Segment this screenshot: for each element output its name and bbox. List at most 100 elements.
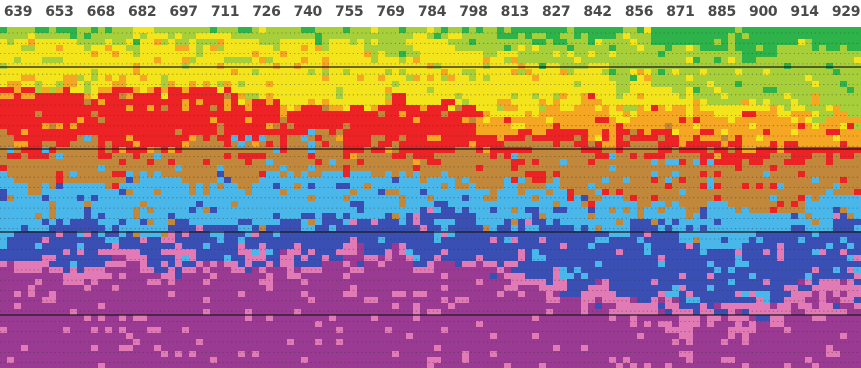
heatmap-cell [763, 189, 771, 196]
heatmap-cell [14, 57, 22, 64]
heatmap-cell [742, 135, 750, 142]
heatmap-cell [721, 207, 729, 214]
heatmap-cell [119, 195, 127, 202]
heatmap-cell [119, 123, 127, 130]
heatmap-cell [469, 57, 477, 64]
heatmap-cell [119, 249, 127, 256]
heatmap-cell [854, 255, 861, 262]
heatmap-cell [714, 165, 722, 172]
heatmap-cell [210, 261, 218, 268]
heatmap-cell [777, 69, 785, 76]
heatmap-cell [210, 189, 218, 196]
heatmap-cell [315, 57, 323, 64]
heatmap-cell [252, 87, 260, 94]
heatmap-cell [707, 189, 715, 196]
heatmap-cell [350, 171, 358, 178]
heatmap-cell [693, 135, 701, 142]
heatmap-cell [707, 27, 715, 34]
heatmap-cell [511, 231, 519, 238]
heatmap-cell [630, 123, 638, 130]
heatmap-cell [567, 189, 575, 196]
heatmap-cell [252, 93, 260, 100]
heatmap-cell [602, 27, 610, 34]
heatmap-cell [42, 165, 50, 172]
heatmap-cell [854, 189, 861, 196]
heatmap-cell [308, 39, 316, 46]
heatmap-cell [35, 129, 43, 136]
heatmap-cell [756, 159, 764, 166]
heatmap-cell [77, 123, 85, 130]
heatmap-cell [84, 93, 92, 100]
heatmap-cell [357, 93, 365, 100]
heatmap-cell [609, 183, 617, 190]
heatmap-cell [665, 219, 673, 226]
heatmap-cell [259, 171, 267, 178]
heatmap-cell [238, 51, 246, 58]
heatmap-cell [357, 87, 365, 94]
heatmap-cell [455, 159, 463, 166]
heatmap-cell [553, 39, 561, 46]
heatmap-cell [77, 243, 85, 250]
heatmap-cell [798, 177, 806, 184]
heatmap-cell [357, 195, 365, 202]
heatmap-cell [630, 183, 638, 190]
heatmap-cell [602, 177, 610, 184]
heatmap-cell [714, 57, 722, 64]
heatmap-cell [644, 177, 652, 184]
heatmap-cell [546, 147, 554, 154]
heatmap-cell [756, 87, 764, 94]
heatmap-cell [371, 51, 379, 58]
heatmap-cell [168, 87, 176, 94]
heatmap-cell [231, 135, 239, 142]
heatmap-cell [112, 249, 120, 256]
heatmap-cell [105, 243, 113, 250]
heatmap-cell [756, 225, 764, 232]
heatmap-cell [189, 183, 197, 190]
heatmap-cell [350, 123, 358, 130]
heatmap-cell [434, 189, 442, 196]
heatmap-cell [812, 105, 820, 112]
heatmap-cell [511, 111, 519, 118]
heatmap-cell [287, 135, 295, 142]
heatmap-cell [469, 261, 477, 268]
heatmap-cell [406, 255, 414, 262]
heatmap-cell [336, 147, 344, 154]
heatmap-cell [763, 141, 771, 148]
heatmap-cell [189, 171, 197, 178]
heatmap-cell [343, 111, 351, 118]
heatmap-cell [245, 99, 253, 106]
heatmap-cell [665, 51, 673, 58]
heatmap-cell [448, 189, 456, 196]
heatmap-cell [406, 249, 414, 256]
heatmap-cell [826, 141, 834, 148]
heatmap-cell [238, 75, 246, 82]
heatmap-cell [504, 105, 512, 112]
heatmap-cell [161, 231, 169, 238]
heatmap-cell [49, 129, 57, 136]
heatmap-cell [630, 171, 638, 178]
heatmap-cell [833, 195, 841, 202]
heatmap-cell [399, 63, 407, 70]
heatmap-cell [441, 195, 449, 202]
heatmap-cell [259, 243, 267, 250]
heatmap-cell [798, 135, 806, 142]
heatmap-cell [154, 147, 162, 154]
heatmap-cell [721, 33, 729, 40]
heatmap-cell [406, 105, 414, 112]
heatmap-cell [770, 135, 778, 142]
heatmap-cell [567, 243, 575, 250]
heatmap-cell [441, 249, 449, 256]
heatmap-cell [28, 117, 36, 124]
heatmap-cell [581, 195, 589, 202]
heatmap-cell [329, 33, 337, 40]
heatmap-cell [504, 165, 512, 172]
heatmap-cell [147, 63, 155, 70]
heatmap-cell [651, 93, 659, 100]
heatmap-cell [154, 171, 162, 178]
heatmap-cell [126, 135, 134, 142]
heatmap-cell [28, 153, 36, 160]
heatmap-cell [280, 177, 288, 184]
heatmap-cell [217, 249, 225, 256]
heatmap-cell [308, 243, 316, 250]
heatmap-cell [343, 141, 351, 148]
